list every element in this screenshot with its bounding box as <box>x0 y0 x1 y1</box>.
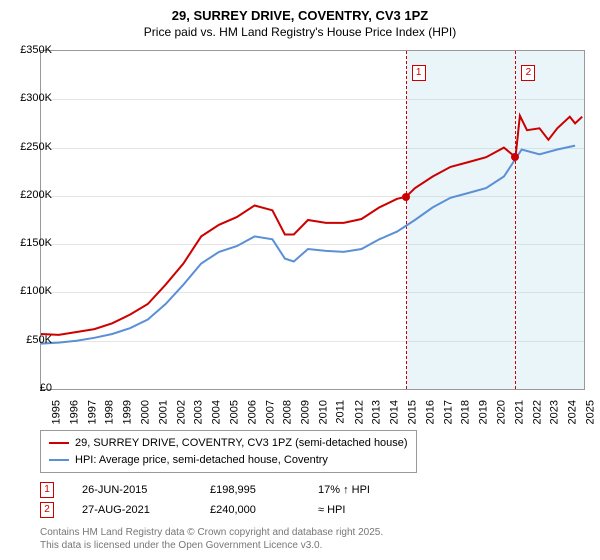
attribution-line1: Contains HM Land Registry data © Crown c… <box>40 526 383 539</box>
x-axis-label: 2005 <box>229 400 241 424</box>
transaction-price: £240,000 <box>210 504 290 516</box>
x-axis-label: 2003 <box>193 400 205 424</box>
x-axis-label: 2012 <box>353 400 365 424</box>
marker-label: 2 <box>521 65 535 81</box>
transaction-date: 26-JUN-2015 <box>82 484 182 496</box>
transaction-delta: ≈ HPI <box>318 504 345 516</box>
attribution-line2: This data is licensed under the Open Gov… <box>40 539 383 552</box>
x-axis-label: 2007 <box>264 400 276 424</box>
chart-subtitle: Price paid vs. HM Land Registry's House … <box>0 25 600 43</box>
x-axis-label: 2006 <box>246 400 258 424</box>
legend-label: HPI: Average price, semi-detached house,… <box>75 452 328 469</box>
transaction-delta: 17% ↑ HPI <box>318 484 370 496</box>
transaction-marker: 1 <box>40 482 54 498</box>
x-axis-label: 1997 <box>86 400 98 424</box>
x-axis-label: 1995 <box>50 400 62 424</box>
x-axis-label: 2018 <box>460 400 472 424</box>
x-axis-label: 1998 <box>104 400 116 424</box>
attribution-text: Contains HM Land Registry data © Crown c… <box>40 526 383 552</box>
transaction-row: 1 26-JUN-2015 £198,995 17% ↑ HPI <box>40 482 370 498</box>
y-axis-label: £200K <box>20 189 52 201</box>
transaction-date: 27-AUG-2021 <box>82 504 182 516</box>
y-axis-label: £350K <box>20 44 52 56</box>
x-axis-label: 2020 <box>496 400 508 424</box>
x-axis-label: 2013 <box>371 400 383 424</box>
chart-plot-area: 12 <box>40 50 585 390</box>
legend-row: HPI: Average price, semi-detached house,… <box>49 452 408 469</box>
x-axis-label: 2019 <box>478 400 490 424</box>
x-axis-label: 2016 <box>424 400 436 424</box>
legend-label: 29, SURREY DRIVE, COVENTRY, CV3 1PZ (sem… <box>75 435 408 452</box>
transactions-table: 1 26-JUN-2015 £198,995 17% ↑ HPI 2 27-AUG-202… <box>40 478 370 518</box>
y-axis-label: £100K <box>20 285 52 297</box>
series-line <box>41 116 582 335</box>
x-axis-label: 2021 <box>513 400 525 424</box>
legend-swatch <box>49 459 69 461</box>
x-axis-label: 2011 <box>335 400 347 424</box>
price-point <box>402 193 410 201</box>
legend-box: 29, SURREY DRIVE, COVENTRY, CV3 1PZ (sem… <box>40 430 417 473</box>
legend-swatch <box>49 442 69 444</box>
chart-title: 29, SURREY DRIVE, COVENTRY, CV3 1PZ <box>0 0 600 25</box>
x-axis-label: 2023 <box>549 400 561 424</box>
y-axis-label: £150K <box>20 237 52 249</box>
x-axis-label: 1996 <box>68 400 80 424</box>
y-axis-label: £250K <box>20 141 52 153</box>
x-axis-label: 2009 <box>300 400 312 424</box>
x-axis-label: 2014 <box>389 400 401 424</box>
transaction-marker: 2 <box>40 502 54 518</box>
x-axis-label: 2024 <box>567 400 579 424</box>
transaction-price: £198,995 <box>210 484 290 496</box>
x-axis-label: 1999 <box>122 400 134 424</box>
x-axis-label: 2010 <box>318 400 330 424</box>
x-axis-label: 2002 <box>175 400 187 424</box>
y-axis-label: £50K <box>26 334 52 346</box>
marker-label: 1 <box>412 65 426 81</box>
x-axis-label: 2004 <box>211 400 223 424</box>
y-axis-label: £0 <box>40 382 52 394</box>
price-point <box>511 153 519 161</box>
x-axis-label: 2000 <box>140 400 152 424</box>
y-axis-label: £300K <box>20 92 52 104</box>
x-axis-label: 2001 <box>157 400 169 424</box>
line-layer <box>41 51 584 389</box>
x-axis-label: 2015 <box>407 400 419 424</box>
x-axis-label: 2025 <box>585 400 597 424</box>
series-line <box>41 146 575 344</box>
legend-row: 29, SURREY DRIVE, COVENTRY, CV3 1PZ (sem… <box>49 435 408 452</box>
x-axis-label: 2008 <box>282 400 294 424</box>
x-axis-label: 2017 <box>442 400 454 424</box>
transaction-row: 2 27-AUG-2021 £240,000 ≈ HPI <box>40 502 370 518</box>
x-axis-label: 2022 <box>531 400 543 424</box>
